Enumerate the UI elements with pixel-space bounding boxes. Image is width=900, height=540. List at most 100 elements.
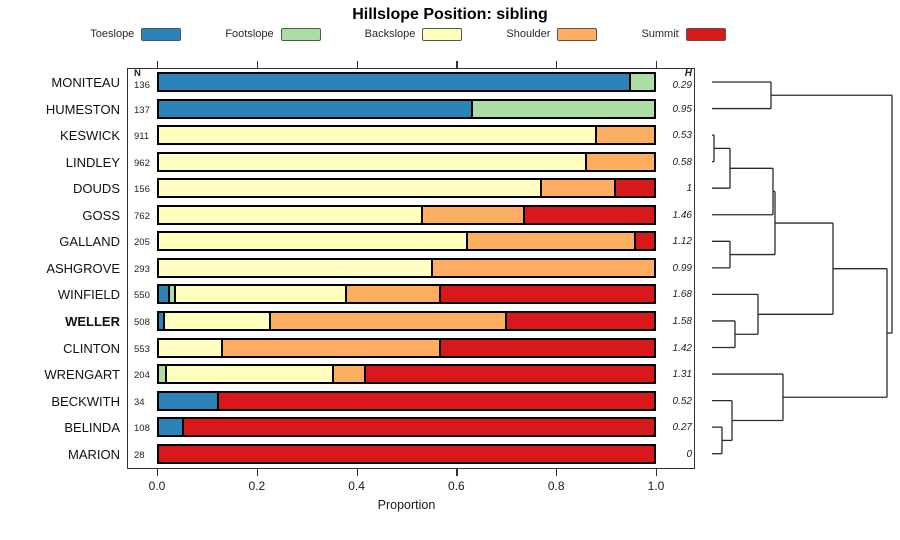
h-value: 0.52 [672, 395, 692, 407]
segment-footslope [167, 286, 175, 303]
n-value: 550 [134, 290, 150, 302]
n-value: 28 [134, 449, 145, 461]
segment-shoulder [465, 233, 635, 250]
row-label-moniteau: MONITEAU [51, 75, 120, 90]
segment-backslope [159, 206, 422, 223]
x-axis-tick [157, 469, 159, 476]
legend-swatch-shoulder-icon [557, 27, 598, 41]
segment-shoulder [269, 312, 505, 329]
chart-title: Hillslope Position: sibling [352, 6, 548, 23]
segment-summit [217, 392, 654, 409]
segment-backslope [159, 180, 541, 197]
stacked-bar-marion [157, 443, 656, 464]
segment-backslope [162, 312, 270, 329]
x-axis-tick [656, 469, 658, 476]
segment-backslope [159, 259, 432, 276]
x-axis-tick-label: 0.2 [248, 479, 266, 493]
x-axis-top-tick [556, 61, 558, 68]
segment-footslope [470, 100, 654, 117]
x-axis-tick [256, 469, 258, 476]
x-axis-tick-label: 0.0 [148, 479, 166, 493]
segment-shoulder [220, 339, 439, 356]
row-label-belinda: BELINDA [64, 420, 120, 436]
segment-summit [438, 339, 654, 356]
segment-backslope [159, 233, 466, 250]
legend: Toeslope Footslope Backslope Shoulder Summit [0, 26, 816, 42]
stacked-bar-wrengart [157, 364, 656, 385]
segment-summit [159, 445, 654, 462]
row-label-goss: GOSS [82, 207, 120, 223]
segment-summit [522, 206, 654, 223]
stacked-bar-ashgrove [157, 257, 656, 278]
h-value: 0.95 [672, 103, 692, 115]
legend-swatch-summit-icon [685, 27, 726, 41]
n-value: 911 [134, 131, 150, 143]
stacked-bar-belinda [157, 417, 656, 438]
h-value: 1.68 [672, 289, 692, 301]
n-value: 156 [134, 184, 150, 196]
legend-item-toeslope: Toeslope [90, 27, 182, 41]
stacked-bar-lindley [157, 151, 656, 172]
stacked-bar-clinton [157, 337, 656, 358]
x-axis-top-tick [656, 61, 658, 68]
legend-label: Footslope [225, 28, 274, 40]
segment-backslope [174, 286, 346, 303]
segment-summit [614, 180, 654, 197]
stacked-bar-goss [157, 204, 656, 225]
h-value: 0.58 [672, 156, 692, 168]
x-axis-tick [356, 469, 358, 476]
segment-summit [634, 233, 654, 250]
row-label-ashgrove: ASHGROVE [46, 260, 120, 276]
legend-swatch-backslope-icon [422, 27, 463, 41]
h-value: 0 [686, 448, 692, 460]
n-value: 553 [134, 343, 150, 355]
legend-item-backslope: Backslope [364, 27, 463, 41]
h-value: 1.31 [672, 369, 692, 381]
h-value: 1.12 [672, 236, 692, 248]
row-label-marion: MARION [68, 446, 120, 462]
stacked-bar-winfield [157, 284, 656, 305]
legend-item-summit: Summit [641, 27, 726, 41]
legend-item-shoulder: Shoulder [506, 27, 598, 41]
h-column-header: H [684, 68, 692, 79]
x-axis-tick-label: 1.0 [647, 479, 665, 493]
segment-backslope [159, 339, 221, 356]
segment-summit [181, 419, 654, 436]
legend-label: Summit [641, 28, 679, 40]
stacked-bar-galland [157, 231, 656, 252]
row-label-lindley: LINDLEY [65, 154, 120, 170]
n-value: 205 [134, 237, 150, 249]
h-value: 1 [686, 183, 692, 195]
x-axis-label: Proportion [377, 498, 436, 512]
stacked-bar-moniteau [157, 72, 656, 92]
segment-shoulder [345, 286, 440, 303]
segment-backslope [159, 127, 595, 144]
h-value: 0.53 [672, 130, 692, 142]
n-value: 204 [134, 370, 150, 382]
n-value: 962 [134, 157, 150, 169]
n-value: 108 [134, 423, 150, 435]
row-label-galland: GALLAND [59, 234, 120, 250]
x-axis-tick-label: 0.6 [448, 479, 465, 493]
legend-label: Backslope [364, 28, 416, 40]
segment-toeslope [159, 312, 163, 329]
h-value: 1.58 [672, 315, 692, 327]
legend-label: Shoulder [506, 28, 551, 40]
x-axis-top-tick [157, 61, 159, 68]
segment-footslope [629, 74, 654, 90]
n-value: 136 [134, 80, 150, 91]
row-label-weller: WELLER [65, 313, 120, 329]
segment-summit [504, 312, 654, 329]
n-value: 137 [134, 104, 150, 116]
x-axis-tick [556, 469, 558, 476]
x-axis-tick-label: 0.4 [348, 479, 365, 493]
n-value: 34 [134, 396, 145, 408]
row-label-beckwith: BECKWITH [51, 393, 120, 409]
segment-shoulder [332, 366, 365, 383]
stacked-bar-weller [157, 310, 656, 331]
segment-footslope [159, 366, 165, 383]
x-axis-top-tick [356, 61, 358, 68]
segment-backslope [164, 366, 333, 383]
h-value: 1.42 [672, 342, 692, 354]
